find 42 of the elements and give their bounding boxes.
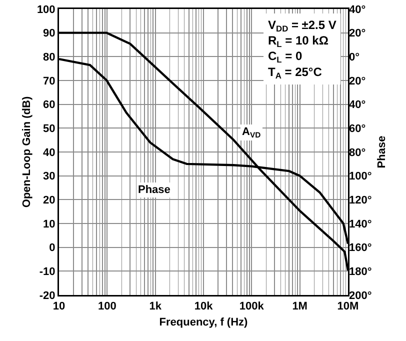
y2-tick-label: 40°: [349, 4, 366, 16]
y2-tick-label: 200°: [349, 290, 372, 302]
y-tick-label: 70: [43, 75, 56, 88]
y-axis-title: Open-Loop Gain (dB): [20, 96, 33, 208]
y2-tick-label: 100°: [349, 170, 372, 183]
y2-tick-label: 20°: [349, 28, 366, 40]
x-tick-label: 100: [98, 300, 116, 313]
annotation: A$_{VD}$: [242, 126, 262, 140]
y-tick-label: 50: [43, 123, 56, 136]
y2-tick-label: 80°: [349, 146, 366, 159]
y2-axis-title: Phase: [376, 136, 388, 168]
y-tick-label: -10: [39, 266, 56, 278]
y2-tick-label: 180°: [349, 266, 372, 278]
x-tick-label: 10M: [337, 300, 359, 313]
annotation: R$_{L}$ = 10 kΩ: [268, 34, 329, 50]
annotation: C$_{L}$ = 0: [268, 49, 302, 65]
y-tick-label: 10: [43, 218, 56, 230]
annotation: V$_{DD}$ = ±2.5 V: [268, 18, 336, 34]
annotation: Phase: [138, 184, 170, 196]
y2-tick-label: 0°: [349, 52, 360, 64]
x-tick-label: 1k: [149, 300, 162, 313]
x-tick-label: 10: [52, 300, 66, 313]
y-tick-label: 30: [43, 170, 56, 183]
y-tick-label: 90: [43, 28, 56, 40]
y-tick-label: 20: [43, 194, 56, 207]
x-axis-title: Frequency, f (Hz): [159, 316, 248, 329]
y-tick-label: 80: [43, 52, 56, 64]
y-tick-label: 60: [43, 99, 56, 112]
y-tick-label: 0: [49, 242, 56, 254]
y2-tick-label: 160°: [349, 242, 372, 254]
x-tick-label: 10k: [194, 300, 214, 313]
y-tick-label: 40: [43, 146, 56, 159]
y-tick-label: -20: [39, 290, 56, 302]
y-tick-label: 100: [36, 4, 56, 16]
y2-tick-label: 120°: [349, 194, 372, 207]
annotation: T$_{A}$ = 25°C: [268, 64, 322, 80]
y2-tick-label: 40°: [349, 99, 366, 112]
y2-tick-label: 60°: [349, 123, 366, 136]
x-tick-label: 1M: [292, 300, 308, 313]
x-tick-label: 100k: [239, 300, 265, 313]
y2-tick-label: 140°: [349, 218, 372, 230]
y2-tick-label: 20°: [349, 75, 366, 88]
